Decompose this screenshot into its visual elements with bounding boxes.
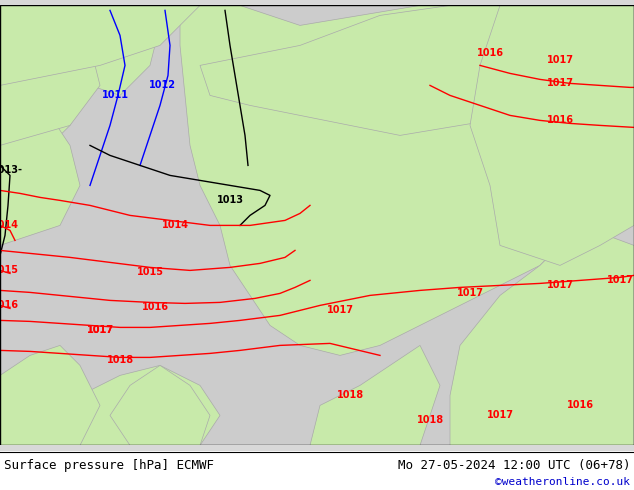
Text: 1017: 1017 bbox=[486, 411, 514, 420]
Polygon shape bbox=[0, 5, 200, 85]
Text: 1016: 1016 bbox=[477, 49, 503, 58]
Text: 1017: 1017 bbox=[86, 325, 113, 335]
Text: 1017: 1017 bbox=[86, 325, 113, 335]
Polygon shape bbox=[60, 5, 160, 96]
Polygon shape bbox=[0, 5, 100, 175]
Polygon shape bbox=[180, 5, 634, 355]
Text: 1015: 1015 bbox=[136, 268, 164, 277]
Polygon shape bbox=[470, 5, 634, 266]
Polygon shape bbox=[200, 5, 634, 135]
Text: 1018: 1018 bbox=[337, 391, 363, 400]
Text: 1016: 1016 bbox=[547, 116, 574, 125]
Text: 1017: 1017 bbox=[327, 305, 354, 316]
Text: -1013-: -1013- bbox=[0, 166, 22, 175]
Text: 1016: 1016 bbox=[0, 300, 18, 310]
Polygon shape bbox=[0, 105, 80, 245]
Polygon shape bbox=[0, 5, 634, 445]
Text: 1017: 1017 bbox=[547, 55, 574, 65]
Text: 1013: 1013 bbox=[216, 196, 243, 205]
Text: 1012: 1012 bbox=[148, 80, 176, 90]
Text: 1011: 1011 bbox=[101, 90, 129, 100]
Text: 1015: 1015 bbox=[0, 266, 18, 275]
Text: 1018: 1018 bbox=[107, 355, 134, 366]
Text: 1014: 1014 bbox=[162, 220, 188, 230]
Text: ©weatheronline.co.uk: ©weatheronline.co.uk bbox=[495, 477, 630, 487]
Text: Mo 27-05-2024 12:00 UTC (06+78): Mo 27-05-2024 12:00 UTC (06+78) bbox=[398, 460, 630, 472]
Polygon shape bbox=[0, 451, 634, 490]
Text: Surface pressure [hPa] ECMWF: Surface pressure [hPa] ECMWF bbox=[4, 460, 214, 472]
Polygon shape bbox=[310, 345, 440, 445]
Polygon shape bbox=[450, 225, 634, 445]
Polygon shape bbox=[0, 345, 100, 445]
Polygon shape bbox=[0, 5, 100, 146]
Text: 1018: 1018 bbox=[417, 416, 444, 425]
Text: 1017: 1017 bbox=[456, 289, 484, 298]
Polygon shape bbox=[0, 366, 220, 445]
Text: 1017: 1017 bbox=[547, 280, 574, 291]
Text: 1017: 1017 bbox=[607, 275, 633, 285]
Text: 1017: 1017 bbox=[547, 78, 574, 88]
Text: 1014: 1014 bbox=[0, 220, 18, 230]
Polygon shape bbox=[0, 5, 634, 445]
Text: 1016: 1016 bbox=[567, 400, 593, 411]
Polygon shape bbox=[110, 366, 210, 445]
Text: 1016: 1016 bbox=[141, 302, 169, 313]
